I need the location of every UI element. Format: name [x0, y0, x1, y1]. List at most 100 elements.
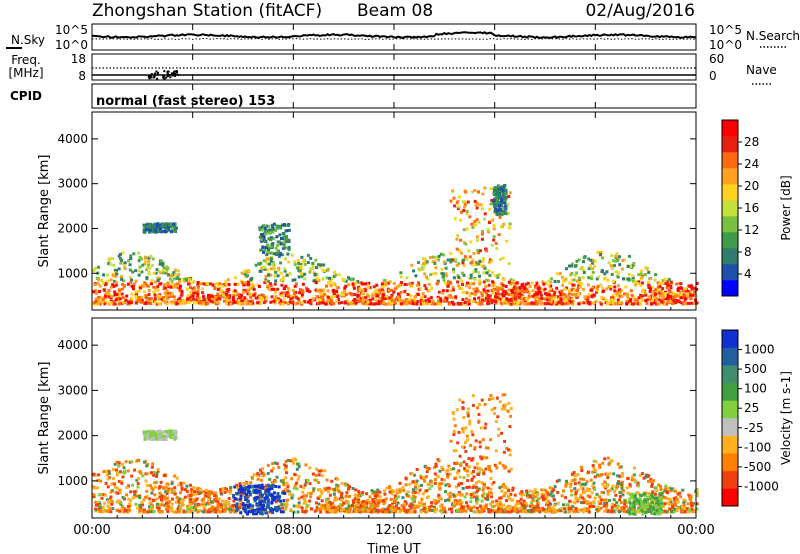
echo-cell: [169, 285, 173, 289]
echo-cell: [591, 286, 595, 290]
echo-cell: [441, 253, 445, 257]
echo-cell: [497, 204, 501, 208]
y-tick-label: 1000: [57, 266, 88, 280]
echo-cell: [496, 184, 500, 188]
echo-cell: [282, 483, 286, 487]
echo-cell: [396, 295, 400, 299]
echo-cell: [587, 470, 591, 474]
echo-cell: [312, 297, 316, 301]
echo-cell: [663, 302, 667, 306]
echo-cell: [658, 484, 662, 488]
echo-cell: [155, 302, 159, 306]
echo-cell: [534, 507, 538, 511]
echo-cell: [514, 509, 518, 513]
echo-cell: [476, 251, 480, 255]
echo-cell: [448, 295, 452, 299]
echo-cell: [235, 502, 239, 506]
echo-cell: [357, 300, 361, 304]
echo-cell: [368, 504, 372, 508]
echo-cell: [156, 276, 160, 280]
echo-cell: [115, 473, 119, 477]
echo-cell: [473, 300, 477, 304]
echo-cell: [232, 509, 236, 513]
echo-cell: [293, 473, 297, 477]
echo-cell: [199, 487, 203, 491]
freq-left-tick-bottom: 8: [78, 69, 86, 83]
echo-cell: [598, 252, 602, 256]
echo-cell: [526, 281, 530, 285]
echo-cell: [333, 506, 337, 510]
echo-cell: [103, 302, 107, 306]
echo-cell: [277, 268, 281, 272]
echo-cell: [446, 258, 450, 262]
echo-cell: [249, 481, 253, 485]
echo-cell: [282, 275, 286, 279]
echo-cell: [666, 295, 670, 299]
echo-cell: [412, 269, 416, 273]
echo-cell: [130, 292, 134, 296]
echo-cell: [186, 506, 190, 510]
echo-cell: [162, 473, 166, 477]
echo-cell: [502, 483, 506, 487]
echo-cell: [297, 497, 301, 501]
echo-cell: [476, 489, 480, 493]
echo-cell: [515, 286, 519, 290]
echo-cell: [137, 259, 141, 263]
echo-cell: [330, 509, 334, 513]
echo-cell: [129, 254, 133, 258]
echo-cell: [471, 226, 475, 230]
echo-cell: [518, 292, 522, 296]
echo-cell: [111, 274, 115, 278]
echo-cell: [322, 293, 326, 297]
echo-cell: [394, 298, 398, 302]
echo-cell: [471, 486, 475, 490]
echo-cell: [550, 294, 554, 298]
echo-cell: [356, 505, 360, 509]
echo-cell: [531, 289, 535, 293]
echo-cell: [666, 293, 670, 297]
echo-cell: [309, 267, 313, 271]
echo-cell: [211, 283, 215, 287]
echo-cell: [632, 279, 636, 283]
echo-cell: [465, 464, 469, 468]
echo-cell: [381, 507, 385, 511]
echo-cell: [377, 499, 381, 503]
echo-cell: [357, 498, 361, 502]
echo-cell: [380, 299, 384, 303]
echo-cell: [159, 225, 163, 229]
echo-cell: [317, 469, 321, 473]
echo-cell: [298, 291, 302, 295]
echo-cell: [332, 504, 336, 508]
echo-cell: [283, 257, 287, 261]
echo-cell: [275, 235, 279, 239]
echo-cell: [95, 486, 99, 490]
power-cells: [92, 184, 699, 306]
echo-cell: [134, 301, 138, 305]
echo-cell: [465, 297, 469, 301]
nave-dip-point: [165, 76, 168, 79]
echo-cell: [161, 503, 165, 507]
nave-label: Nave: [746, 63, 777, 77]
echo-cell: [155, 474, 159, 478]
echo-cell: [157, 269, 161, 273]
nave-dip-point: [174, 74, 177, 77]
echo-cell: [223, 487, 227, 491]
echo-cell: [479, 301, 483, 305]
echo-cell: [140, 501, 144, 505]
echo-cell: [125, 493, 129, 497]
echo-cell: [125, 485, 129, 489]
echo-cell: [351, 299, 355, 303]
echo-cell: [134, 269, 138, 273]
echo-cell: [119, 502, 123, 506]
echo-cell: [314, 278, 318, 282]
echo-cell: [284, 464, 288, 468]
echo-cell: [572, 278, 576, 282]
echo-cell: [563, 293, 567, 297]
echo-cell: [568, 264, 572, 268]
echo-cell: [646, 479, 650, 483]
echo-cell: [269, 236, 273, 240]
echo-cell: [364, 509, 368, 513]
echo-cell: [389, 288, 393, 292]
echo-cell: [488, 207, 492, 211]
echo-cell: [388, 504, 392, 508]
